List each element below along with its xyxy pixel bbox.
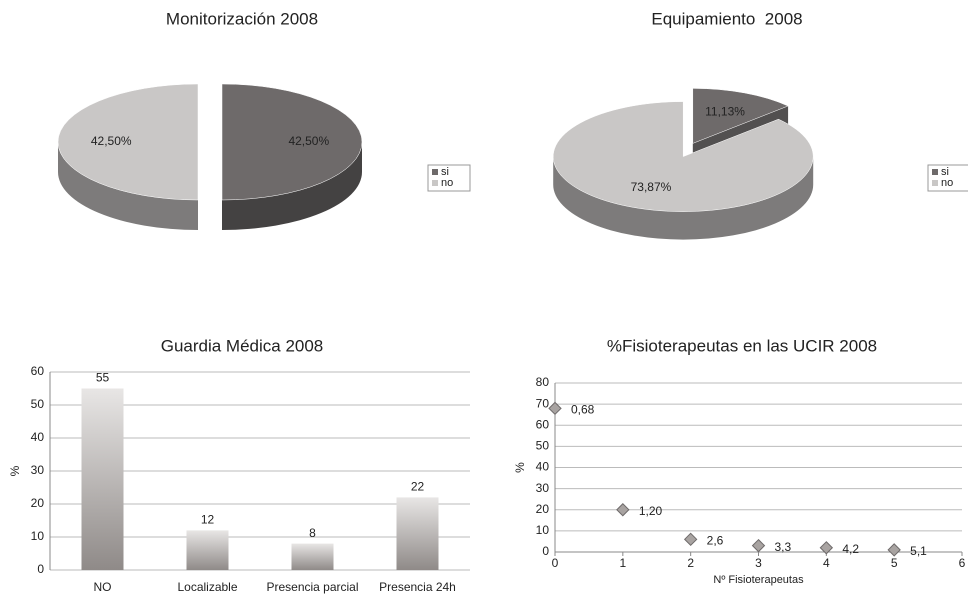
data-label: 73,87% <box>631 180 672 194</box>
y-tick-label: 80 <box>536 375 550 389</box>
x-tick-label: 0 <box>552 556 559 570</box>
data-label: 22 <box>411 480 425 494</box>
data-label: 0,68 <box>571 403 595 417</box>
legend-label: si <box>441 166 449 178</box>
data-label: 11,13% <box>705 104 745 118</box>
x-tick-label: Presencia parcial <box>266 580 358 594</box>
x-tick-label: 6 <box>959 556 966 570</box>
x-axis-label: Nº Fisioterapeutas <box>713 574 804 586</box>
x-tick-label: Localizable <box>177 580 237 594</box>
data-label: 1,20 <box>639 504 663 518</box>
bar <box>396 497 439 570</box>
x-tick-label: 2 <box>687 556 694 570</box>
legend-swatch <box>932 180 938 186</box>
legend-label: si <box>941 166 949 178</box>
point <box>819 541 834 555</box>
data-label: 42,50% <box>288 134 329 148</box>
point <box>548 401 562 416</box>
pie-side <box>58 142 198 230</box>
legend-label: no <box>941 177 953 189</box>
y-tick-label: 50 <box>31 397 45 411</box>
y-tick-label: 50 <box>536 439 550 453</box>
y-tick-label: 0 <box>542 544 549 558</box>
y-tick-label: 0 <box>37 562 44 576</box>
pie-slice <box>553 101 814 212</box>
legend-swatch <box>932 169 938 175</box>
pie-side <box>553 156 814 240</box>
bar <box>81 388 124 570</box>
chart-title: Equipamiento 2008 <box>651 9 802 28</box>
y-tick-label: 20 <box>536 502 550 516</box>
data-label: 5,1 <box>910 544 927 558</box>
point <box>616 503 630 517</box>
legend-label: no <box>441 177 453 189</box>
data-label: 42,50% <box>91 134 132 148</box>
y-tick-label: 70 <box>536 396 550 410</box>
point <box>683 532 698 547</box>
y-tick-label: 60 <box>536 417 550 431</box>
data-label: 8 <box>309 526 316 540</box>
y-tick-label: 30 <box>31 463 45 477</box>
y-tick-label: 10 <box>536 523 550 537</box>
point <box>751 538 766 553</box>
y-axis-label: % <box>513 462 527 473</box>
point <box>887 543 901 557</box>
pie-slice <box>57 83 199 201</box>
y-axis-label: % <box>8 465 22 476</box>
pie-slice <box>221 83 363 201</box>
data-label: 12 <box>201 513 215 527</box>
x-tick-label: 1 <box>619 556 626 570</box>
x-tick-label: 4 <box>823 556 830 570</box>
pie-slice <box>692 88 789 144</box>
chart-title: Monitorización 2008 <box>166 9 318 28</box>
data-label: 3,3 <box>775 540 792 554</box>
chart-title: Guardia Médica 2008 <box>161 336 324 355</box>
x-tick-label: 3 <box>755 556 762 570</box>
data-label: 2,6 <box>707 533 724 547</box>
data-label: 4,2 <box>842 542 859 556</box>
y-tick-label: 40 <box>31 430 45 444</box>
pie-side <box>222 142 362 230</box>
legend-swatch <box>432 180 438 186</box>
y-tick-label: 10 <box>31 529 45 543</box>
y-tick-label: 30 <box>536 481 550 495</box>
data-label: 55 <box>96 371 110 385</box>
y-tick-label: 60 <box>31 364 45 378</box>
bar <box>186 530 229 570</box>
y-tick-label: 40 <box>536 460 550 474</box>
chart-title: %Fisioterapeutas en las UCIR 2008 <box>607 336 877 355</box>
bar <box>291 543 334 570</box>
x-tick-label: NO <box>94 580 112 594</box>
x-tick-label: Presencia 24h <box>379 580 456 594</box>
y-tick-label: 20 <box>31 496 45 510</box>
legend-swatch <box>432 169 438 175</box>
x-tick-label: 5 <box>891 556 898 570</box>
